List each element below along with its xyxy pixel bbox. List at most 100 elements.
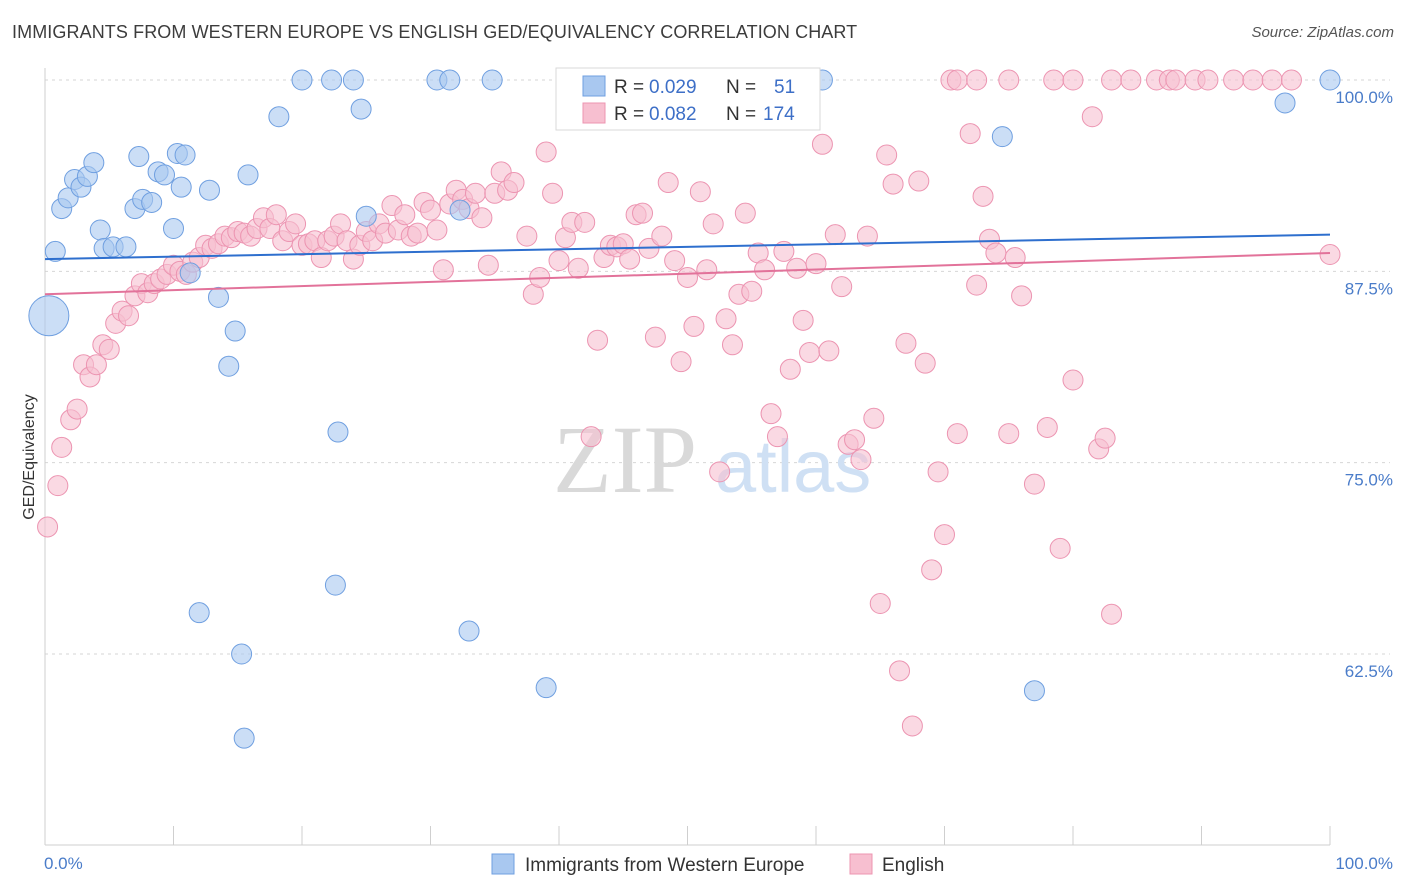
legend-r-value-pink: 0.082 <box>649 104 697 125</box>
english-point-113 <box>773 240 795 262</box>
english-point-140 <box>959 123 981 145</box>
english-point-0 <box>37 516 59 538</box>
english-point-89 <box>619 248 641 270</box>
x-tick-label-min: 0.0% <box>44 854 83 873</box>
english-point-134 <box>908 170 930 192</box>
western-europe-point-38 <box>458 620 480 642</box>
western-europe-point-39 <box>481 69 503 91</box>
english-point-128 <box>869 592 891 614</box>
western-europe-point-44 <box>1023 680 1045 702</box>
english-point-163 <box>1120 69 1142 91</box>
western-europe-point-43 <box>188 602 210 624</box>
bottom-legend-swatch-pink <box>849 853 873 875</box>
english-point-61 <box>432 259 454 281</box>
western-europe-point-23 <box>207 286 229 308</box>
english-point-139 <box>946 423 968 445</box>
english-point-2 <box>51 436 73 458</box>
english-point-76 <box>535 141 557 163</box>
western-europe-point-22 <box>198 179 220 201</box>
legend-n-value-pink: 174 <box>763 104 795 125</box>
y-tick-label-1: 87.5% <box>1345 279 1393 298</box>
english-point-73 <box>516 225 538 247</box>
western-europe-point-16 <box>154 164 176 186</box>
western-europe-point-29 <box>321 69 343 91</box>
english-point-171 <box>1261 69 1283 91</box>
english-point-127 <box>863 407 885 429</box>
source-label: Source: ZipAtlas.com <box>1251 24 1394 41</box>
english-point-82 <box>574 211 596 233</box>
english-point-173 <box>1319 243 1341 265</box>
english-point-99 <box>683 315 705 337</box>
legend-n-label-pink: N = <box>726 104 756 125</box>
english-point-145 <box>998 423 1020 445</box>
english-point-60 <box>426 219 448 241</box>
english-point-124 <box>844 429 866 451</box>
english-point-162 <box>1101 69 1123 91</box>
english-point-4 <box>66 398 88 420</box>
english-point-117 <box>799 341 821 363</box>
english-point-151 <box>1062 369 1084 391</box>
english-point-158 <box>966 69 988 91</box>
western-europe-point-21 <box>179 262 201 284</box>
series-legend: Immigrants from Western Europe English <box>491 853 944 876</box>
english-point-137 <box>927 461 949 483</box>
bottom-legend-swatch-blue <box>491 853 515 875</box>
stats-legend: R = 0.029 N = 51 R = 0.082 N = 174 <box>555 67 821 131</box>
english-point-136 <box>921 559 943 581</box>
english-point-1 <box>47 475 69 497</box>
english-point-122 <box>831 276 853 298</box>
western-europe-point-32 <box>342 69 364 91</box>
english-point-83 <box>580 426 602 448</box>
english-point-144 <box>985 242 1007 264</box>
western-europe-point-17 <box>163 217 184 239</box>
english-point-77 <box>542 182 564 204</box>
english-point-55 <box>394 204 416 226</box>
y-axis-label: GED/Equivalency <box>21 394 38 519</box>
english-point-94 <box>651 225 673 247</box>
western-europe-point-30 <box>324 574 346 596</box>
english-point-172 <box>1280 69 1302 91</box>
western-europe-trend-line <box>44 233 1331 261</box>
western-europe-point-10 <box>115 236 137 258</box>
english-point-38 <box>285 213 307 235</box>
english-point-91 <box>632 202 654 224</box>
western-europe-point-24 <box>218 355 240 377</box>
english-point-104 <box>715 308 737 330</box>
english-point-105 <box>721 334 743 356</box>
english-point-110 <box>754 259 776 281</box>
english-point-102 <box>702 213 724 235</box>
english-trend-line <box>44 251 1331 296</box>
english-point-59 <box>420 199 441 221</box>
english-point-141 <box>966 274 988 296</box>
chart-title: IMMIGRANTS FROM WESTERN EUROPE VS ENGLIS… <box>12 22 858 42</box>
english-point-101 <box>696 259 718 281</box>
y-tick-label-0: 100.0% <box>1335 88 1393 107</box>
english-point-149 <box>1036 416 1058 438</box>
english-point-114 <box>779 358 801 380</box>
english-point-169 <box>1223 69 1245 91</box>
western-europe-point-7 <box>89 219 111 241</box>
english-point-126 <box>856 225 878 247</box>
x-axis-ticks <box>44 826 1331 845</box>
english-points <box>37 69 1341 737</box>
bottom-legend-label-blue: Immigrants from Western Europe <box>525 855 804 876</box>
english-point-78 <box>548 250 570 272</box>
english-point-155 <box>1101 603 1123 625</box>
legend-r-label-pink: R = <box>614 104 644 125</box>
english-point-81 <box>567 257 589 279</box>
legend-n-label-blue: N = <box>726 77 756 98</box>
english-point-12 <box>118 305 140 327</box>
western-europe-point-25 <box>224 320 246 342</box>
english-point-100 <box>689 181 711 203</box>
english-point-129 <box>876 144 898 166</box>
western-europe-point-28 <box>291 69 313 91</box>
legend-swatch-blue <box>582 75 606 97</box>
english-point-133 <box>901 715 923 737</box>
legend-r-value-blue: 0.029 <box>649 77 697 98</box>
western-europe-point-49 <box>1319 69 1341 91</box>
western-europe-point-42 <box>231 643 253 665</box>
english-point-72 <box>503 172 525 194</box>
english-point-168 <box>1197 69 1219 91</box>
western-europe-points <box>28 69 1341 749</box>
